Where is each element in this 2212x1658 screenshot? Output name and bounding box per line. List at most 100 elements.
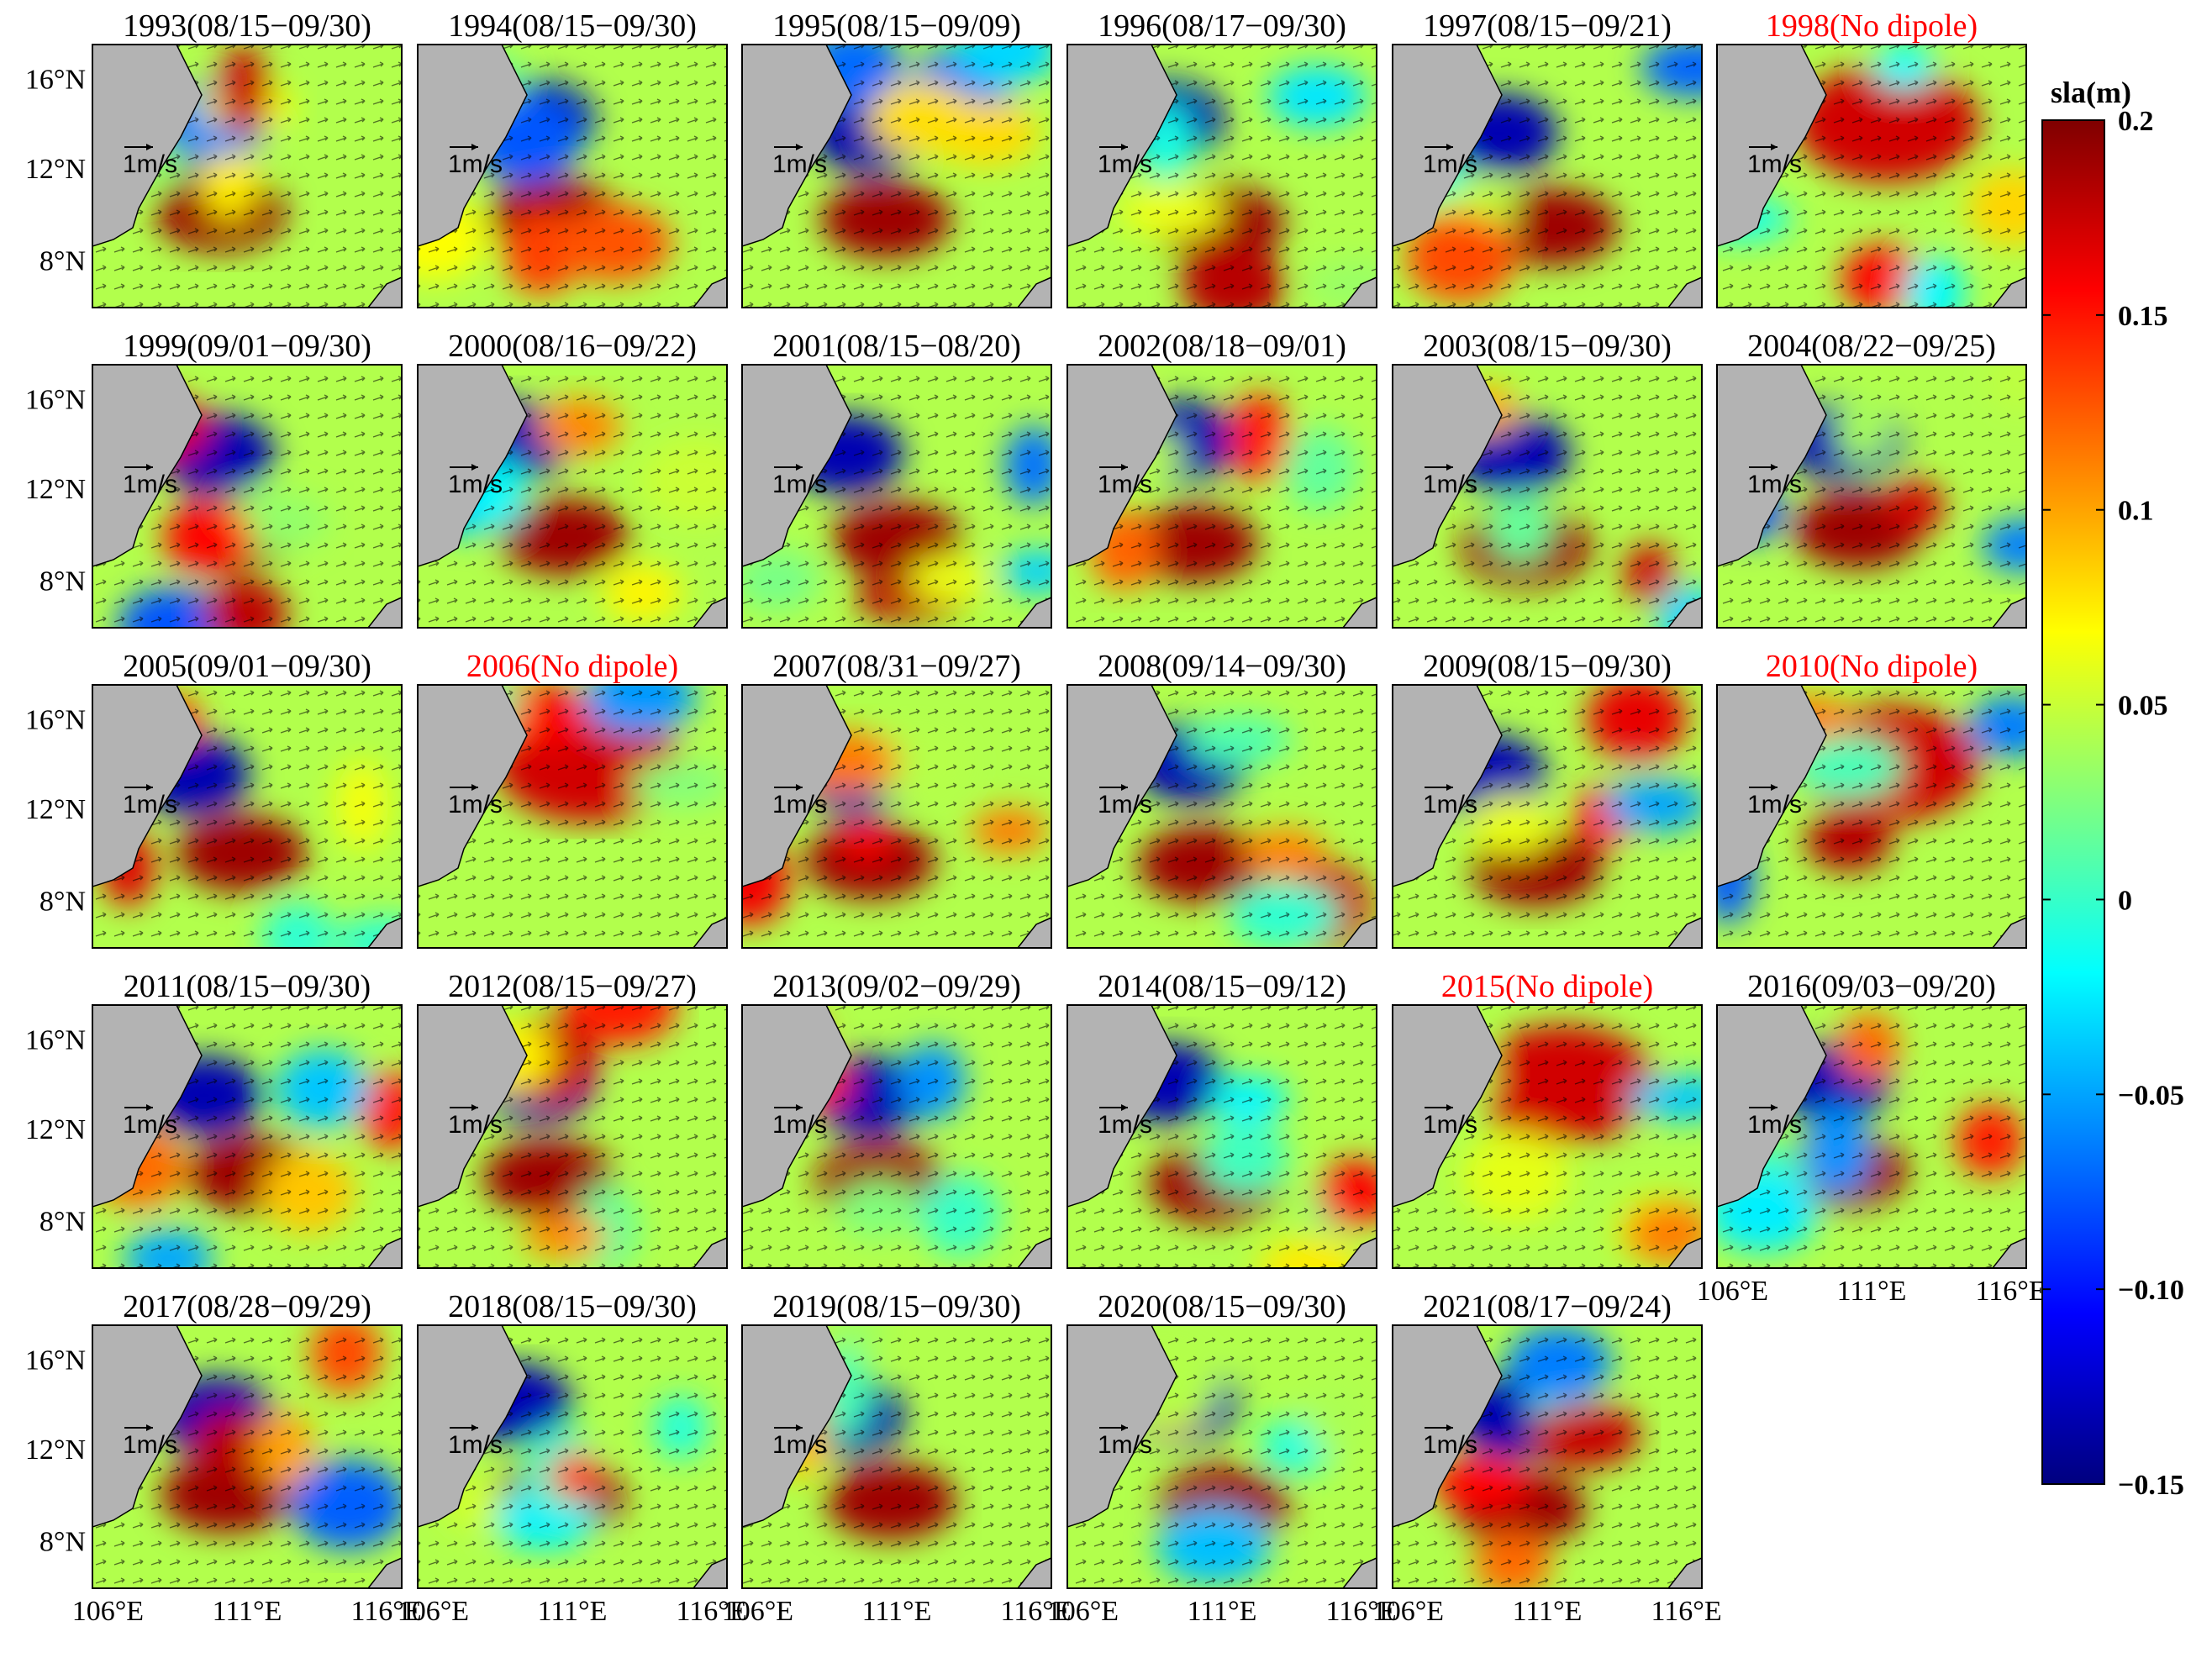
- panel: 1m/s 2019(08/15−09/30) 106°E 111°E 116°E: [722, 1289, 1072, 1627]
- reference-vector-label: 1m/s: [1423, 1111, 1477, 1139]
- reference-vector-head: [796, 464, 803, 471]
- x-tick-label: 111°E: [538, 1596, 608, 1627]
- land-borneo: [1342, 1237, 1377, 1268]
- panel-map: [92, 685, 402, 948]
- panel-map: [742, 1005, 1051, 1268]
- panel-title: 2010(No dipole): [1766, 649, 1978, 684]
- panel: 1m/s 1995(08/15−09/09): [741, 8, 1052, 308]
- y-tick-label: 8°N: [40, 1207, 86, 1238]
- y-tick-label: 8°N: [40, 887, 86, 918]
- reference-vector-head: [146, 1104, 153, 1111]
- x-tick-label: 111°E: [862, 1596, 932, 1627]
- reference-vector-head: [1771, 144, 1778, 150]
- panel-frame: [92, 364, 403, 629]
- panel-map: [742, 45, 1051, 308]
- reference-vector-label: 1m/s: [1423, 471, 1477, 498]
- panel-frame: [1066, 1324, 1377, 1589]
- reference-vector-label: 1m/s: [1423, 150, 1477, 178]
- panel: 1m/s 2003(08/15−09/30): [1392, 329, 1703, 629]
- land-borneo: [367, 1237, 402, 1268]
- y-tick-label: 12°N: [25, 154, 86, 185]
- reference-vector-label: 1m/s: [448, 1111, 503, 1139]
- panel-title: 2009(08/15−09/30): [1423, 649, 1672, 684]
- reference-vector-head: [471, 1104, 478, 1111]
- panel-title: 1996(08/17−09/30): [1098, 8, 1346, 44]
- reference-vector-label: 1m/s: [123, 150, 177, 178]
- reference-vector-label: 1m/s: [772, 471, 827, 498]
- panel-frame: [417, 44, 728, 308]
- land-borneo: [367, 1557, 402, 1588]
- panel-map: [418, 1005, 727, 1268]
- reference-vector-label: 1m/s: [772, 1431, 827, 1459]
- land-borneo: [1667, 597, 1702, 628]
- panel-map: [418, 45, 727, 308]
- reference-vector-head: [1446, 784, 1453, 791]
- panel-map: [92, 45, 402, 308]
- panel-frame: [92, 1324, 403, 1589]
- panel: 1m/s 2015(No dipole): [1392, 969, 1703, 1269]
- panel-frame: [1716, 44, 2027, 308]
- panel: 1m/s 2004(08/22−09/25): [1716, 329, 2027, 629]
- panel-frame: [1716, 1004, 2027, 1269]
- panel-title: 2000(08/16−09/22): [448, 329, 697, 364]
- y-tick-label: 16°N: [25, 705, 86, 736]
- land-borneo: [1017, 597, 1051, 628]
- panel-frame: [741, 44, 1052, 308]
- land-borneo: [1017, 276, 1051, 308]
- panel: 1m/s 2016(09/03−09/20) 106°E 111°E 116°E: [1697, 969, 2046, 1307]
- panel: 1m/s 2006(No dipole): [417, 649, 728, 949]
- reference-vector-head: [1121, 1104, 1128, 1111]
- x-tick-label: 116°E: [1976, 1276, 2046, 1307]
- reference-vector-head: [796, 1104, 803, 1111]
- y-tick-label: 12°N: [25, 794, 86, 825]
- panel: 1m/s 2005(09/01−09/30) 16°N 12°N 8°N: [25, 649, 403, 949]
- panel-map: [1393, 1325, 1702, 1588]
- land-borneo: [367, 276, 402, 308]
- reference-vector-head: [1771, 784, 1778, 791]
- land-borneo: [1992, 597, 2026, 628]
- y-tick-label: 12°N: [25, 474, 86, 505]
- x-tick-label: 116°E: [1326, 1596, 1397, 1627]
- panel-title: 2021(08/17−09/24): [1423, 1289, 1672, 1324]
- reference-vector-label: 1m/s: [1098, 471, 1152, 498]
- land-borneo: [1992, 276, 2026, 308]
- reference-vector-head: [146, 1424, 153, 1431]
- land-borneo: [1342, 276, 1377, 308]
- land-borneo: [693, 1237, 727, 1268]
- panel-title: 1998(No dipole): [1766, 8, 1978, 44]
- reference-vector-label: 1m/s: [1423, 791, 1477, 818]
- panel-frame: [417, 684, 728, 949]
- land-borneo: [1017, 917, 1051, 948]
- panel: 1m/s 2000(08/16−09/22): [417, 329, 728, 629]
- land-borneo: [1342, 917, 1377, 948]
- panel-frame: [92, 44, 403, 308]
- panel-map: [1717, 685, 2026, 948]
- panel: 1m/s 1998(No dipole): [1716, 8, 2027, 308]
- reference-vector-head: [1121, 784, 1128, 791]
- panel-frame: [1066, 44, 1377, 308]
- reference-vector-head: [471, 464, 478, 471]
- panel-frame: [1066, 1004, 1377, 1269]
- panel-title: 1994(08/15−09/30): [448, 8, 697, 44]
- land-borneo: [1667, 1557, 1702, 1588]
- reference-vector-head: [1771, 464, 1778, 471]
- panel-map: [1717, 365, 2026, 628]
- reference-vector-head: [471, 1424, 478, 1431]
- panel-title: 2016(09/03−09/20): [1747, 969, 1996, 1004]
- reference-vector-label: 1m/s: [1747, 791, 1802, 818]
- panel: 1m/s 2007(08/31−09/27): [741, 649, 1052, 949]
- land-borneo: [1017, 1237, 1051, 1268]
- panel-title: 2002(08/18−09/01): [1098, 329, 1346, 364]
- reference-vector-label: 1m/s: [772, 150, 827, 178]
- reference-vector-label: 1m/s: [448, 150, 503, 178]
- y-tick-label: 16°N: [25, 1025, 86, 1056]
- reference-vector-label: 1m/s: [772, 1111, 827, 1139]
- panel: 1m/s 1997(08/15−09/21): [1392, 8, 1703, 308]
- land-borneo: [1992, 917, 2026, 948]
- x-tick-label: 111°E: [1513, 1596, 1583, 1627]
- reference-vector-head: [1446, 144, 1453, 150]
- panel-title: 1997(08/15−09/21): [1423, 8, 1672, 44]
- colorbar-title: sla(m): [2051, 76, 2131, 109]
- panel-frame: [741, 1004, 1052, 1269]
- y-tick-label: 8°N: [40, 1527, 86, 1558]
